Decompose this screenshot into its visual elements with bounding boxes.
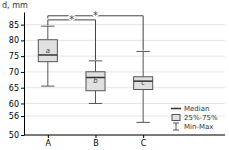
x-tick-label: A (46, 139, 52, 148)
y-tick: 75 (9, 52, 24, 61)
legend-item: 25%-75% (172, 114, 218, 122)
x-tick: C (141, 135, 147, 148)
y-axis-line (24, 13, 25, 136)
x-axis-line (24, 135, 225, 136)
y-tick-label: 80 (9, 36, 19, 45)
whisker-cap-max (136, 51, 149, 52)
box-group (86, 61, 105, 104)
x-tick-label: C (141, 139, 147, 148)
y-axis: 50 56 60 65 70 75 80 85 (9, 13, 25, 141)
x-tick: B (93, 135, 99, 148)
legend-label: Median (184, 105, 209, 113)
x-tick: A (46, 135, 52, 148)
y-tick-mark (21, 135, 24, 136)
x-axis: A B C (24, 135, 225, 148)
whisker-upper (95, 61, 96, 72)
whisker-lower (47, 62, 48, 86)
box (38, 40, 57, 62)
y-tick-mark (21, 72, 24, 73)
x-tick-mark (96, 135, 97, 138)
whisker-upper (143, 51, 144, 76)
significance-label: * (69, 14, 74, 25)
y-tick-mark (21, 25, 24, 26)
y-tick-label: 75 (9, 52, 19, 61)
grid-line (24, 135, 225, 136)
x-tick-mark (143, 135, 144, 138)
legend-label: 25%-75% (184, 114, 218, 122)
y-tick-label: 50 (9, 131, 19, 140)
plot: 50 56 60 65 70 75 80 85 A B Ca b c * * Median25%-75%Min… (9, 10, 225, 148)
y-tick-label: 65 (9, 84, 19, 93)
y-tick: 50 (9, 131, 24, 140)
x-tick-label: B (93, 139, 99, 148)
chart: 50 56 60 65 70 75 80 85 A B Ca b c * * Median25%-75%Min… (0, 0, 229, 150)
y-tick-mark (21, 116, 24, 117)
y-tick-label: 60 (9, 100, 19, 109)
y-tick: 65 (9, 84, 24, 93)
y-tick-mark (21, 40, 24, 41)
whisker-cap-max (41, 26, 54, 27)
box-label: b (93, 77, 98, 85)
grid-line (24, 87, 225, 88)
grid (24, 25, 225, 135)
y-axis-title: d, mm (2, 1, 28, 10)
whisker-cap-max (89, 60, 102, 61)
x-tick-mark (48, 135, 49, 138)
y-tick-mark (21, 103, 24, 104)
legend: Median25%-75%Min-Max (171, 105, 218, 131)
whisker-lower (95, 91, 96, 104)
legend-label: Min-Max (184, 123, 213, 131)
y-tick-mark (21, 56, 24, 57)
y-tick: 60 (9, 100, 24, 109)
grid-line (24, 24, 225, 25)
whisker-cap-min (41, 86, 54, 87)
legend-symbol (173, 123, 179, 130)
whisker-upper (47, 26, 48, 40)
whisker-cap-min (136, 122, 149, 123)
significance-label: * (93, 10, 98, 21)
y-tick: 80 (9, 36, 24, 45)
box-label: c (141, 79, 145, 87)
legend-item: Min-Max (173, 123, 213, 131)
box-group (38, 26, 57, 86)
marks (38, 16, 152, 123)
y-tick: 56 (9, 112, 24, 121)
y-tick: 85 (9, 21, 24, 30)
y-tick-label: 85 (9, 21, 19, 30)
box (86, 72, 105, 91)
legend-symbol (171, 108, 181, 110)
significance-bracket (48, 20, 96, 60)
labels: a b c * * (46, 10, 146, 87)
y-tick-label: 56 (9, 112, 19, 121)
whisker-cap-min (89, 103, 102, 104)
box-group (134, 51, 153, 122)
y-tick: 70 (9, 68, 24, 77)
y-tick-label: 70 (9, 68, 19, 77)
significance-bracket (48, 16, 143, 51)
box-label: a (46, 47, 50, 55)
box (134, 77, 153, 90)
y-tick-mark (21, 88, 24, 89)
legend-symbol (172, 115, 180, 121)
grid-line (24, 71, 225, 72)
whisker-lower (143, 90, 144, 123)
legend-item: Median (171, 105, 209, 113)
